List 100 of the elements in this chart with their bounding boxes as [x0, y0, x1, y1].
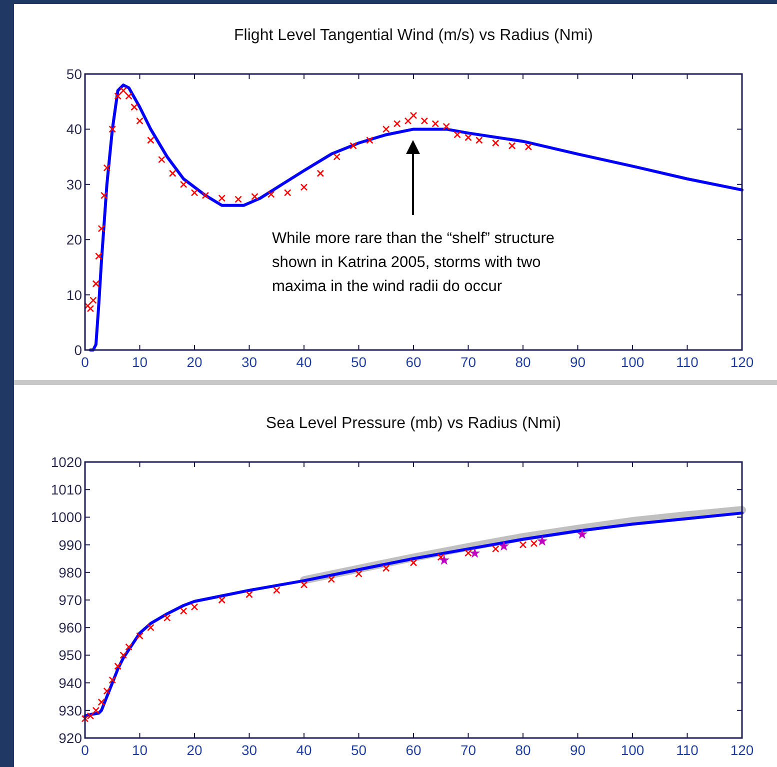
line-series — [84, 512, 744, 718]
point — [464, 134, 472, 142]
point — [530, 540, 538, 548]
point — [355, 570, 362, 578]
x-tick-label: 60 — [406, 742, 422, 758]
point — [536, 536, 548, 546]
point — [92, 280, 100, 288]
point — [114, 662, 122, 670]
point — [420, 117, 428, 125]
point — [410, 559, 418, 566]
point — [108, 126, 116, 133]
x-tick-label: 110 — [676, 354, 699, 370]
y-tick-label: 940 — [58, 674, 82, 691]
x-tick-label: 70 — [460, 354, 476, 370]
point — [103, 164, 111, 172]
x-tick-label: 10 — [132, 354, 148, 370]
point — [90, 296, 97, 304]
point — [114, 92, 122, 100]
point — [190, 603, 198, 611]
annotation: While more rare than the “shelf” structure shown in Katrina 2005, storms with two maxima in the wind radii do occur — [272, 230, 555, 295]
point — [108, 676, 116, 684]
point — [272, 586, 280, 594]
point — [300, 581, 308, 588]
x-tick-label: 110 — [676, 742, 699, 758]
point — [147, 624, 154, 632]
y-tick-label: 990 — [58, 536, 82, 553]
x-tick-label: 40 — [296, 742, 312, 758]
point — [246, 590, 253, 598]
point — [202, 192, 210, 200]
point — [498, 540, 510, 551]
x-tick-label: 90 — [570, 742, 586, 758]
point — [100, 192, 108, 200]
point — [508, 142, 516, 150]
point — [284, 189, 292, 196]
point — [136, 632, 144, 640]
point — [404, 117, 412, 125]
point — [454, 131, 461, 138]
point — [464, 549, 472, 557]
point — [382, 126, 390, 133]
point — [333, 153, 340, 160]
x-tick-label: 100 — [620, 742, 644, 758]
point — [410, 112, 418, 120]
point — [190, 189, 198, 196]
point — [268, 190, 275, 198]
point — [438, 554, 450, 565]
point — [98, 224, 106, 232]
point — [492, 139, 500, 147]
point — [366, 136, 374, 144]
point — [125, 643, 132, 651]
y-tick-label: 20 — [66, 232, 82, 248]
point — [86, 304, 94, 312]
x-tick-label: 20 — [186, 742, 202, 758]
point — [136, 117, 144, 125]
point — [168, 170, 176, 178]
y-tick-label: 1000 — [50, 509, 82, 526]
y-tick-label: 0 — [74, 342, 82, 358]
point — [393, 120, 401, 128]
point — [251, 192, 258, 200]
point — [103, 687, 111, 695]
point — [92, 706, 100, 714]
x-tick-label: 90 — [570, 354, 586, 370]
point — [437, 554, 445, 561]
y-tick-label: 50 — [66, 66, 82, 82]
point — [328, 576, 336, 583]
point — [180, 180, 188, 188]
point — [524, 143, 532, 151]
point — [476, 136, 483, 144]
point — [120, 652, 127, 659]
point — [218, 194, 226, 202]
point — [234, 196, 242, 203]
x-tick-label: 30 — [241, 742, 258, 758]
x-tick-label: 20 — [186, 354, 202, 370]
x-tick-label: 60 — [406, 354, 422, 370]
y-tick-label: 960 — [58, 620, 82, 636]
y-tick-label: 920 — [58, 730, 82, 746]
x-tick-label: 10 — [132, 742, 148, 758]
y-tick-label: 950 — [58, 647, 82, 664]
x-tick-label: 120 — [730, 354, 754, 370]
point — [382, 564, 390, 572]
y-tick-label: 40 — [66, 121, 82, 138]
point — [442, 122, 450, 130]
chart-title: Sea Level Pressure (mb) vs Radius (Nmi) — [266, 415, 562, 432]
point — [350, 142, 357, 150]
point — [125, 92, 132, 100]
point — [95, 252, 102, 260]
x-tick-label: 120 — [730, 742, 754, 758]
y-tick-label: 10 — [66, 286, 82, 303]
chart-title: Flight Level Tangential Wind (m/s) vs Radius (Nmi) — [234, 27, 593, 44]
x-tick-label: 30 — [241, 354, 258, 370]
point — [300, 184, 308, 191]
point — [470, 548, 480, 558]
x-tick-label: 50 — [350, 742, 367, 758]
point — [130, 103, 138, 111]
point — [218, 596, 226, 604]
y-tick-label: 930 — [58, 702, 82, 718]
point — [158, 156, 166, 164]
y-tick-label: 1010 — [50, 482, 82, 498]
x-tick-label: 40 — [296, 354, 312, 370]
point — [163, 614, 171, 622]
y-tick-label: 30 — [66, 176, 82, 192]
